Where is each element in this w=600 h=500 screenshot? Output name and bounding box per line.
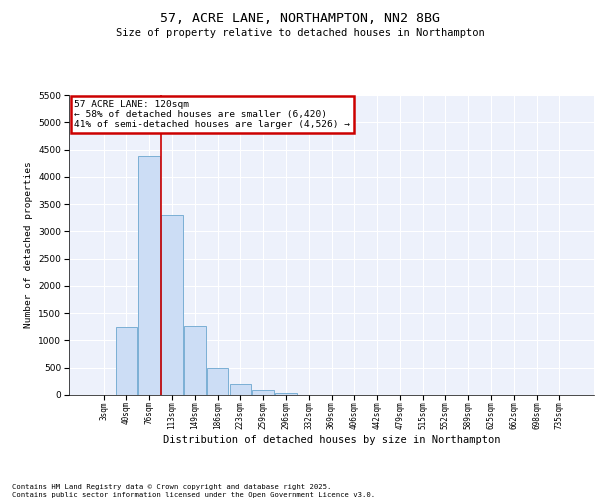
Bar [230, 384, 251, 395]
X-axis label: Distribution of detached houses by size in Northampton: Distribution of detached houses by size … [163, 434, 500, 444]
Bar [116, 327, 137, 395]
Bar [275, 392, 297, 395]
Bar [253, 390, 274, 395]
Y-axis label: Number of detached properties: Number of detached properties [24, 162, 33, 328]
Text: 57, ACRE LANE, NORTHAMPTON, NN2 8BG: 57, ACRE LANE, NORTHAMPTON, NN2 8BG [160, 12, 440, 26]
Text: Size of property relative to detached houses in Northampton: Size of property relative to detached ho… [116, 28, 484, 38]
Bar [184, 326, 206, 395]
Text: Contains HM Land Registry data © Crown copyright and database right 2025.
Contai: Contains HM Land Registry data © Crown c… [12, 484, 375, 498]
Text: 57 ACRE LANE: 120sqm
← 58% of detached houses are smaller (6,420)
41% of semi-de: 57 ACRE LANE: 120sqm ← 58% of detached h… [74, 100, 350, 130]
Bar [207, 368, 229, 395]
Bar [161, 215, 183, 395]
Bar [139, 156, 160, 395]
